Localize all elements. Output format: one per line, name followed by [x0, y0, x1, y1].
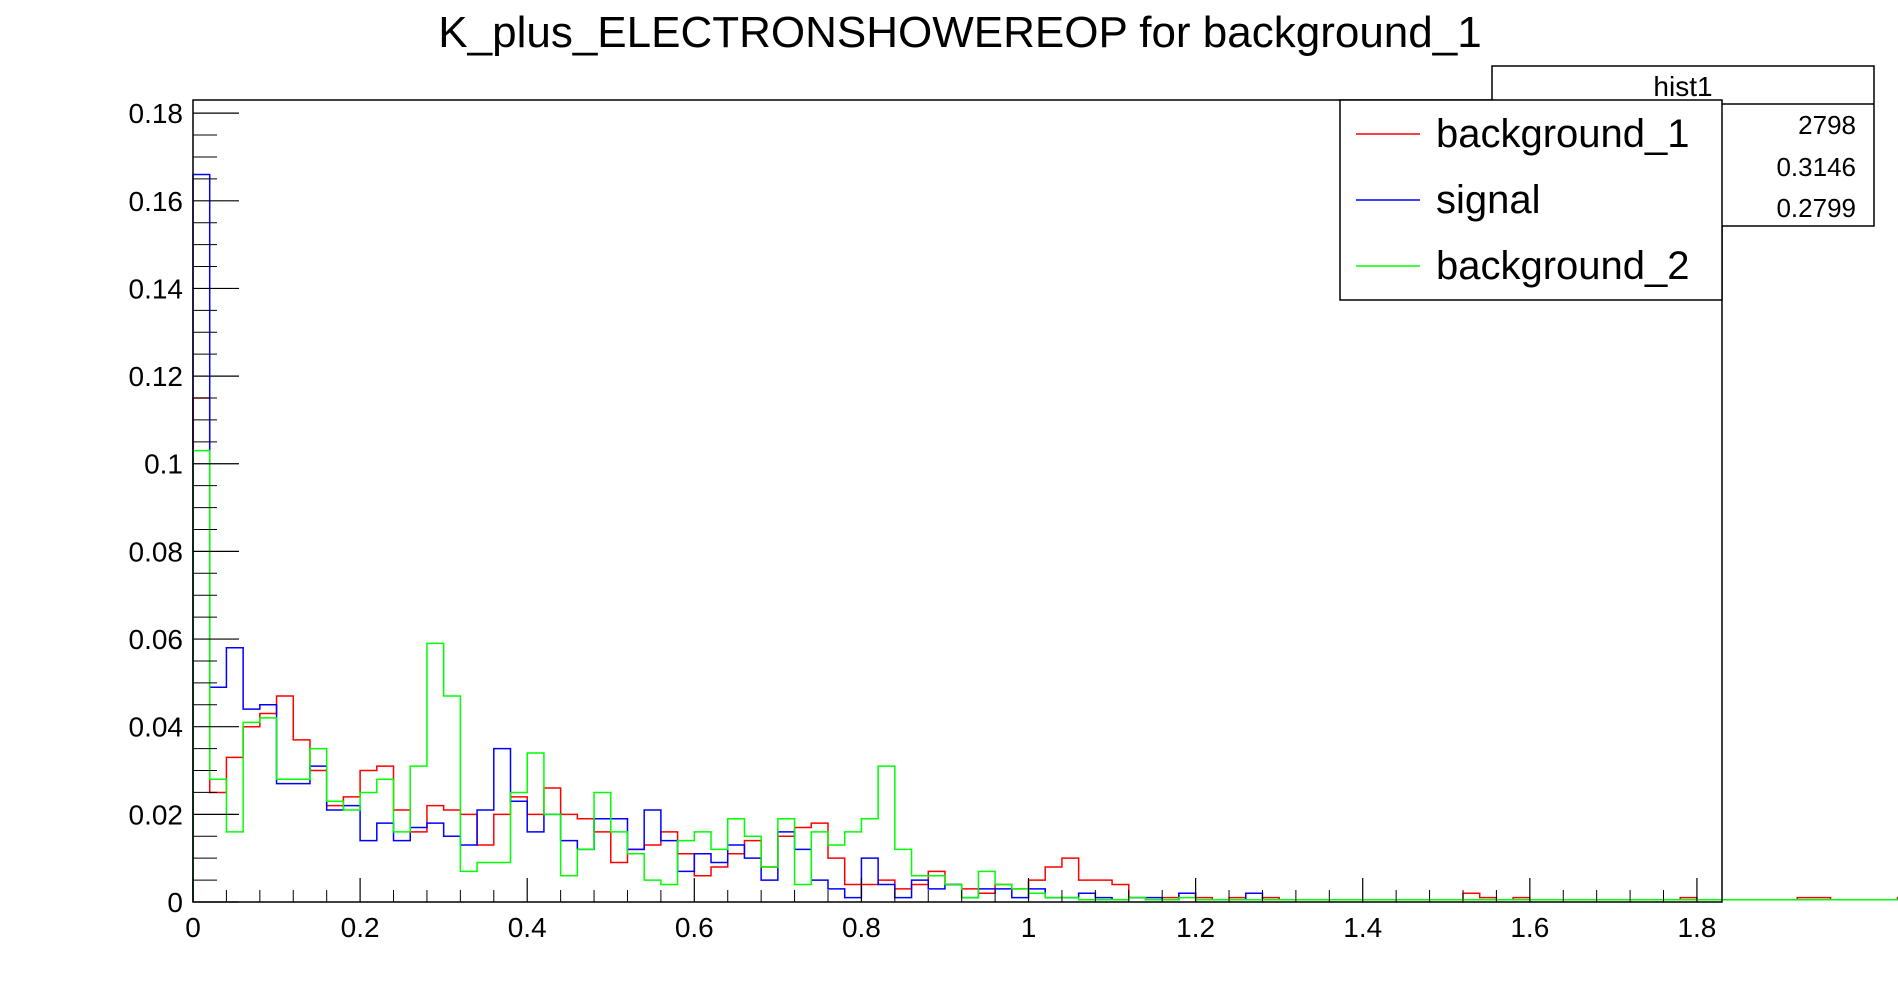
- legend-label-background-1: background_1: [1436, 112, 1690, 156]
- legend-label-signal: signal: [1436, 178, 1541, 222]
- legend: background_1 signal background_2: [1339, 99, 1723, 301]
- chart-title: K_plus_ELECTRONSHOWEREOP for background_…: [438, 8, 1481, 57]
- legend-label-background-2: background_2: [1436, 244, 1690, 288]
- x-tick-label: 1: [1021, 912, 1037, 943]
- stats-entries-value: 2798: [1798, 110, 1856, 140]
- x-tick-label: 1.2: [1176, 912, 1215, 943]
- y-tick-label: 0.04: [129, 712, 184, 743]
- y-tick-label: 0.18: [129, 98, 184, 129]
- x-tick-label: 1.4: [1343, 912, 1382, 943]
- x-tick-label: 0.2: [341, 912, 380, 943]
- stats-mean-value: 0.3146: [1776, 152, 1856, 182]
- y-tick-label: 0.08: [129, 536, 184, 567]
- plot-frame: [192, 99, 1723, 903]
- y-tick-label: 0.06: [129, 624, 184, 655]
- series-line-background-2: [192, 449, 1898, 902]
- stats-stddev-value: 0.2799: [1776, 193, 1856, 223]
- y-tick-label: 0.02: [129, 799, 184, 830]
- axes: 0 0.2 0.4 0.6 0.8 1 1.2 1.4 1.6 1.8 0 0.02 0.04 0.06 0…: [129, 98, 1717, 943]
- x-tick-label: 0.8: [842, 912, 881, 943]
- y-tick-label: 0: [167, 887, 183, 918]
- x-tick-label: 1.6: [1510, 912, 1549, 943]
- y-tick-label: 0.16: [129, 186, 184, 217]
- histogram-series-layer: [192, 173, 1898, 902]
- y-tick-label: 0.12: [129, 361, 184, 392]
- y-tick-label: 0.14: [129, 273, 184, 304]
- x-tick-label: 0: [185, 912, 201, 943]
- x-tick-label: 1.8: [1677, 912, 1716, 943]
- x-tick-label: 0.4: [508, 912, 547, 943]
- stats-box-title: hist1: [1653, 71, 1712, 102]
- series-line-background-1: [192, 397, 1898, 902]
- x-tick-label: 0.6: [675, 912, 714, 943]
- y-tick-label: 0.1: [144, 449, 183, 480]
